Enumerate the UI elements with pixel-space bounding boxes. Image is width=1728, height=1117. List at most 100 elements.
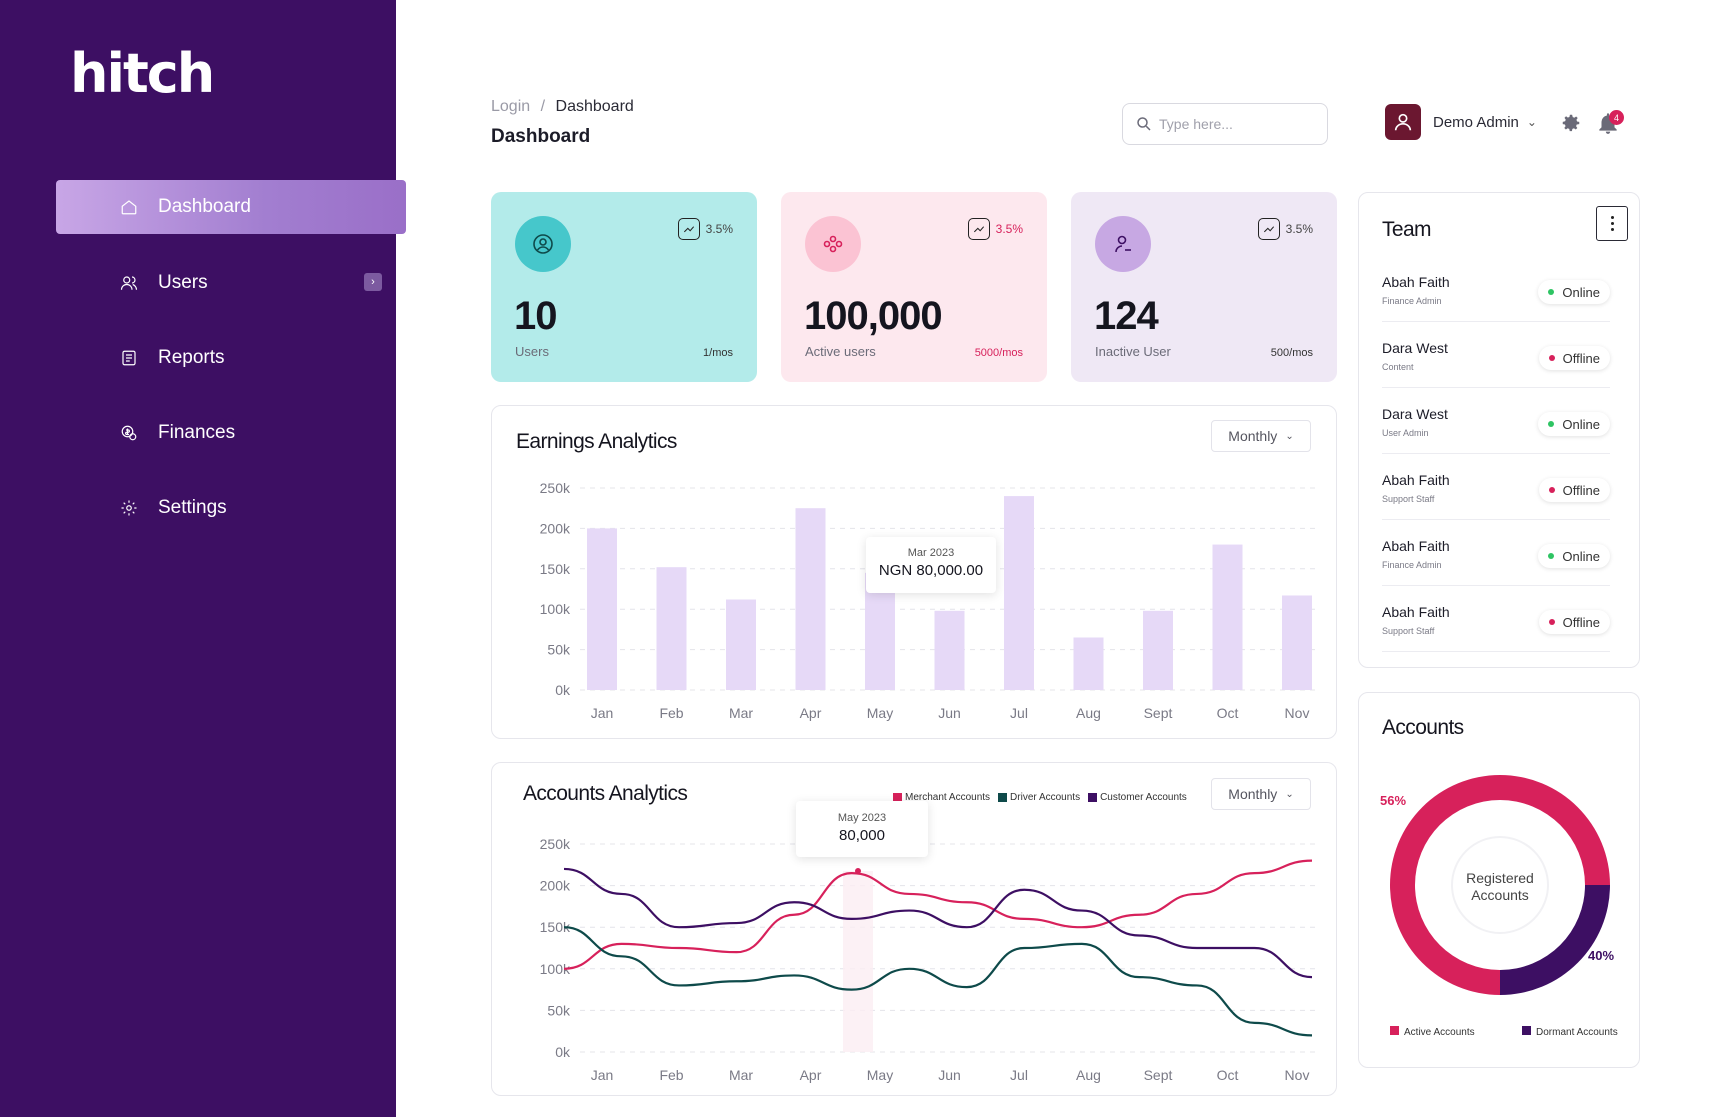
stat-rate: 5000/mos [974,347,1023,359]
status-dot [1548,289,1555,295]
search-input[interactable] [1159,116,1319,132]
member-name: Dara West [1382,406,1448,422]
series-line [563,926,1313,1037]
team-member-row[interactable]: Abah Faith Finance Admin Online [1382,530,1610,586]
sidebar-item-users[interactable]: Users › [56,256,406,310]
team-member-row[interactable]: Abah Faith Finance Admin Online [1382,266,1610,322]
status-label: Offline [1562,350,1600,366]
status-label: Online [1562,284,1600,300]
bar [726,599,756,690]
status-dot [1548,619,1555,625]
legend-swatch [1390,1026,1399,1035]
percent-label: 40% [1588,948,1614,963]
team-member-row[interactable]: Dara West User Admin Online [1382,398,1610,454]
accounts-tooltip: May 2023 80,000 [796,801,928,857]
member-role: Content [1382,362,1414,372]
bar [934,610,965,690]
y-tick-label: 0k [555,682,571,698]
series-line [563,867,1313,979]
legend-swatch [1522,1026,1531,1035]
breadcrumb-parent[interactable]: Login [491,98,531,115]
sidebar-item-dashboard[interactable]: Dashboard [56,180,406,234]
x-tick-label: Mar [729,1067,753,1083]
status-badge: Online [1538,280,1610,304]
x-tick-label: Oct [1217,1067,1239,1083]
chevron-right-icon[interactable]: › [364,273,382,291]
highlight-point [855,868,861,874]
stat-label: Active users [805,344,876,359]
sidebar-item-settings[interactable]: Settings [56,481,406,535]
x-tick-label: Feb [659,705,683,721]
legend-label: Merchant Accounts [905,792,991,803]
member-role: Support Staff [1382,494,1435,504]
y-tick-label: 0k [555,1044,571,1060]
users-icon [118,272,140,294]
member-name: Abah Faith [1382,604,1450,620]
donut-center [1451,836,1549,934]
accounts-title: Accounts [1382,716,1464,739]
sidebar-item-reports[interactable]: Reports [56,331,406,385]
stat-value: 10 [514,294,557,338]
bar [587,528,617,690]
gear-icon[interactable] [1560,112,1582,134]
y-tick-label: 50k [547,642,571,658]
stat-card-active-users: 3.5% 100,000 Active users 5000/mos [781,192,1047,382]
y-tick-label: 200k [540,878,571,894]
legend-item: Customer Accounts [1088,792,1187,803]
stat-rate: 1/mos [703,347,733,359]
x-tick-label: Jun [938,705,961,721]
donut-center-label: Registered [1466,870,1534,886]
kebab-menu-icon[interactable] [1596,206,1628,241]
trend-up-icon [967,218,990,240]
status-badge: Offline [1538,610,1610,634]
team-member-row[interactable]: Abah Faith Support Staff Offline [1382,596,1610,652]
status-label: Offline [1562,614,1600,630]
y-tick-label: 50k [547,1002,571,1018]
user-menu[interactable]: Demo Admin ⌄ [1385,104,1537,140]
status-badge: Offline [1538,346,1610,370]
member-name: Abah Faith [1382,472,1450,488]
trend-value: 3.5% [1285,222,1313,236]
chevron-down-icon[interactable]: ⌄ [1526,115,1537,129]
x-tick-label: Oct [1217,705,1239,721]
hitch-logo[interactable]: hitch [70,42,215,105]
sidebar-item-finances[interactable]: Finances [56,406,406,460]
x-tick-label: Aug [1076,705,1101,721]
member-name: Dara West [1382,340,1448,356]
x-tick-label: Mar [729,705,753,721]
tooltip-value: NGN 80,000.00 [878,562,984,579]
x-tick-label: May [867,705,893,721]
member-name: Abah Faith [1382,274,1450,290]
trend-badge: 3.5% [677,218,733,240]
period-label: Monthly [1228,786,1278,802]
avatar[interactable] [1385,104,1421,140]
search-box[interactable] [1122,103,1328,145]
team-member-row[interactable]: Abah Faith Support Staff Offline [1382,464,1610,520]
status-label: Online [1562,416,1600,432]
legend-label: Customer Accounts [1100,792,1187,803]
user-name[interactable]: Demo Admin [1433,113,1519,131]
trend-value: 3.5% [995,222,1023,236]
stat-label: Inactive User [1095,344,1171,359]
line-chart-legend: Merchant Accounts Driver Accounts Custom… [893,792,1195,803]
team-member-row[interactable]: Dara West Content Offline [1382,332,1610,388]
y-tick-label: 200k [540,520,571,536]
bar [795,508,826,690]
member-name: Abah Faith [1382,538,1450,554]
chevron-down-icon: ⌄ [1285,430,1294,442]
x-tick-label: Jul [1010,705,1028,721]
status-dot [1548,553,1555,559]
x-tick-label: Jan [591,705,614,721]
accounts-period-select[interactable]: Monthly ⌄ [1211,778,1311,810]
earnings-bar-chart: 0k 50k 100k 150k 200k 250k Jan Feb Mar Apr May Jun J… [540,480,1320,721]
tooltip-value: 80,000 [839,827,885,844]
tooltip-date: May 2023 [837,812,887,824]
sidebar-item-label: Reports [158,347,225,368]
period-label: Monthly [1228,428,1278,444]
bar [1282,595,1312,690]
stat-value: 100,000 [804,294,943,338]
donut-center-label: Accounts [1471,887,1529,903]
earnings-period-select[interactable]: Monthly ⌄ [1211,420,1311,452]
y-tick-label: 250k [540,480,571,496]
status-label: Offline [1562,482,1600,498]
